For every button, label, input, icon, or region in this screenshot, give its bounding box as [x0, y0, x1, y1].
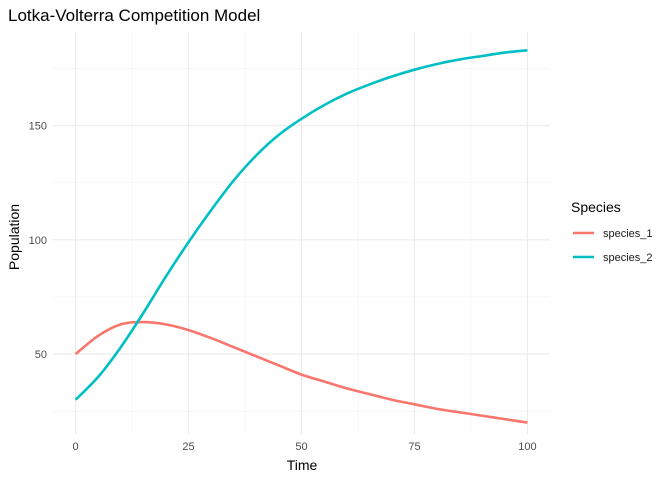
- legend: Species species_1 species_2: [571, 199, 653, 264]
- x-tick-label: 0: [73, 441, 79, 453]
- y-tick-label: 150: [29, 121, 47, 133]
- y-axis-title: Population: [6, 204, 22, 270]
- y-tick-label: 50: [35, 349, 47, 361]
- x-axis-title: Time: [287, 457, 318, 473]
- x-tick-label: 25: [182, 441, 194, 453]
- x-tick-label: 50: [295, 441, 307, 453]
- x-axis-ticks: 0 25 50 75 100: [73, 441, 537, 453]
- x-tick-label: 100: [518, 441, 536, 453]
- x-tick-label: 75: [408, 441, 420, 453]
- chart-title: Lotka-Volterra Competition Model: [8, 6, 260, 25]
- grid-major: [53, 32, 550, 434]
- legend-title: Species: [571, 199, 621, 215]
- y-axis-ticks: 50 100 150: [29, 121, 47, 361]
- legend-label-species-2: species_2: [603, 252, 653, 264]
- series-line-species-2: [74, 48, 528, 401]
- y-tick-label: 100: [29, 235, 47, 247]
- series-lines: [74, 48, 528, 424]
- series-line-species-1: [74, 320, 528, 424]
- legend-label-species-1: species_1: [603, 228, 653, 240]
